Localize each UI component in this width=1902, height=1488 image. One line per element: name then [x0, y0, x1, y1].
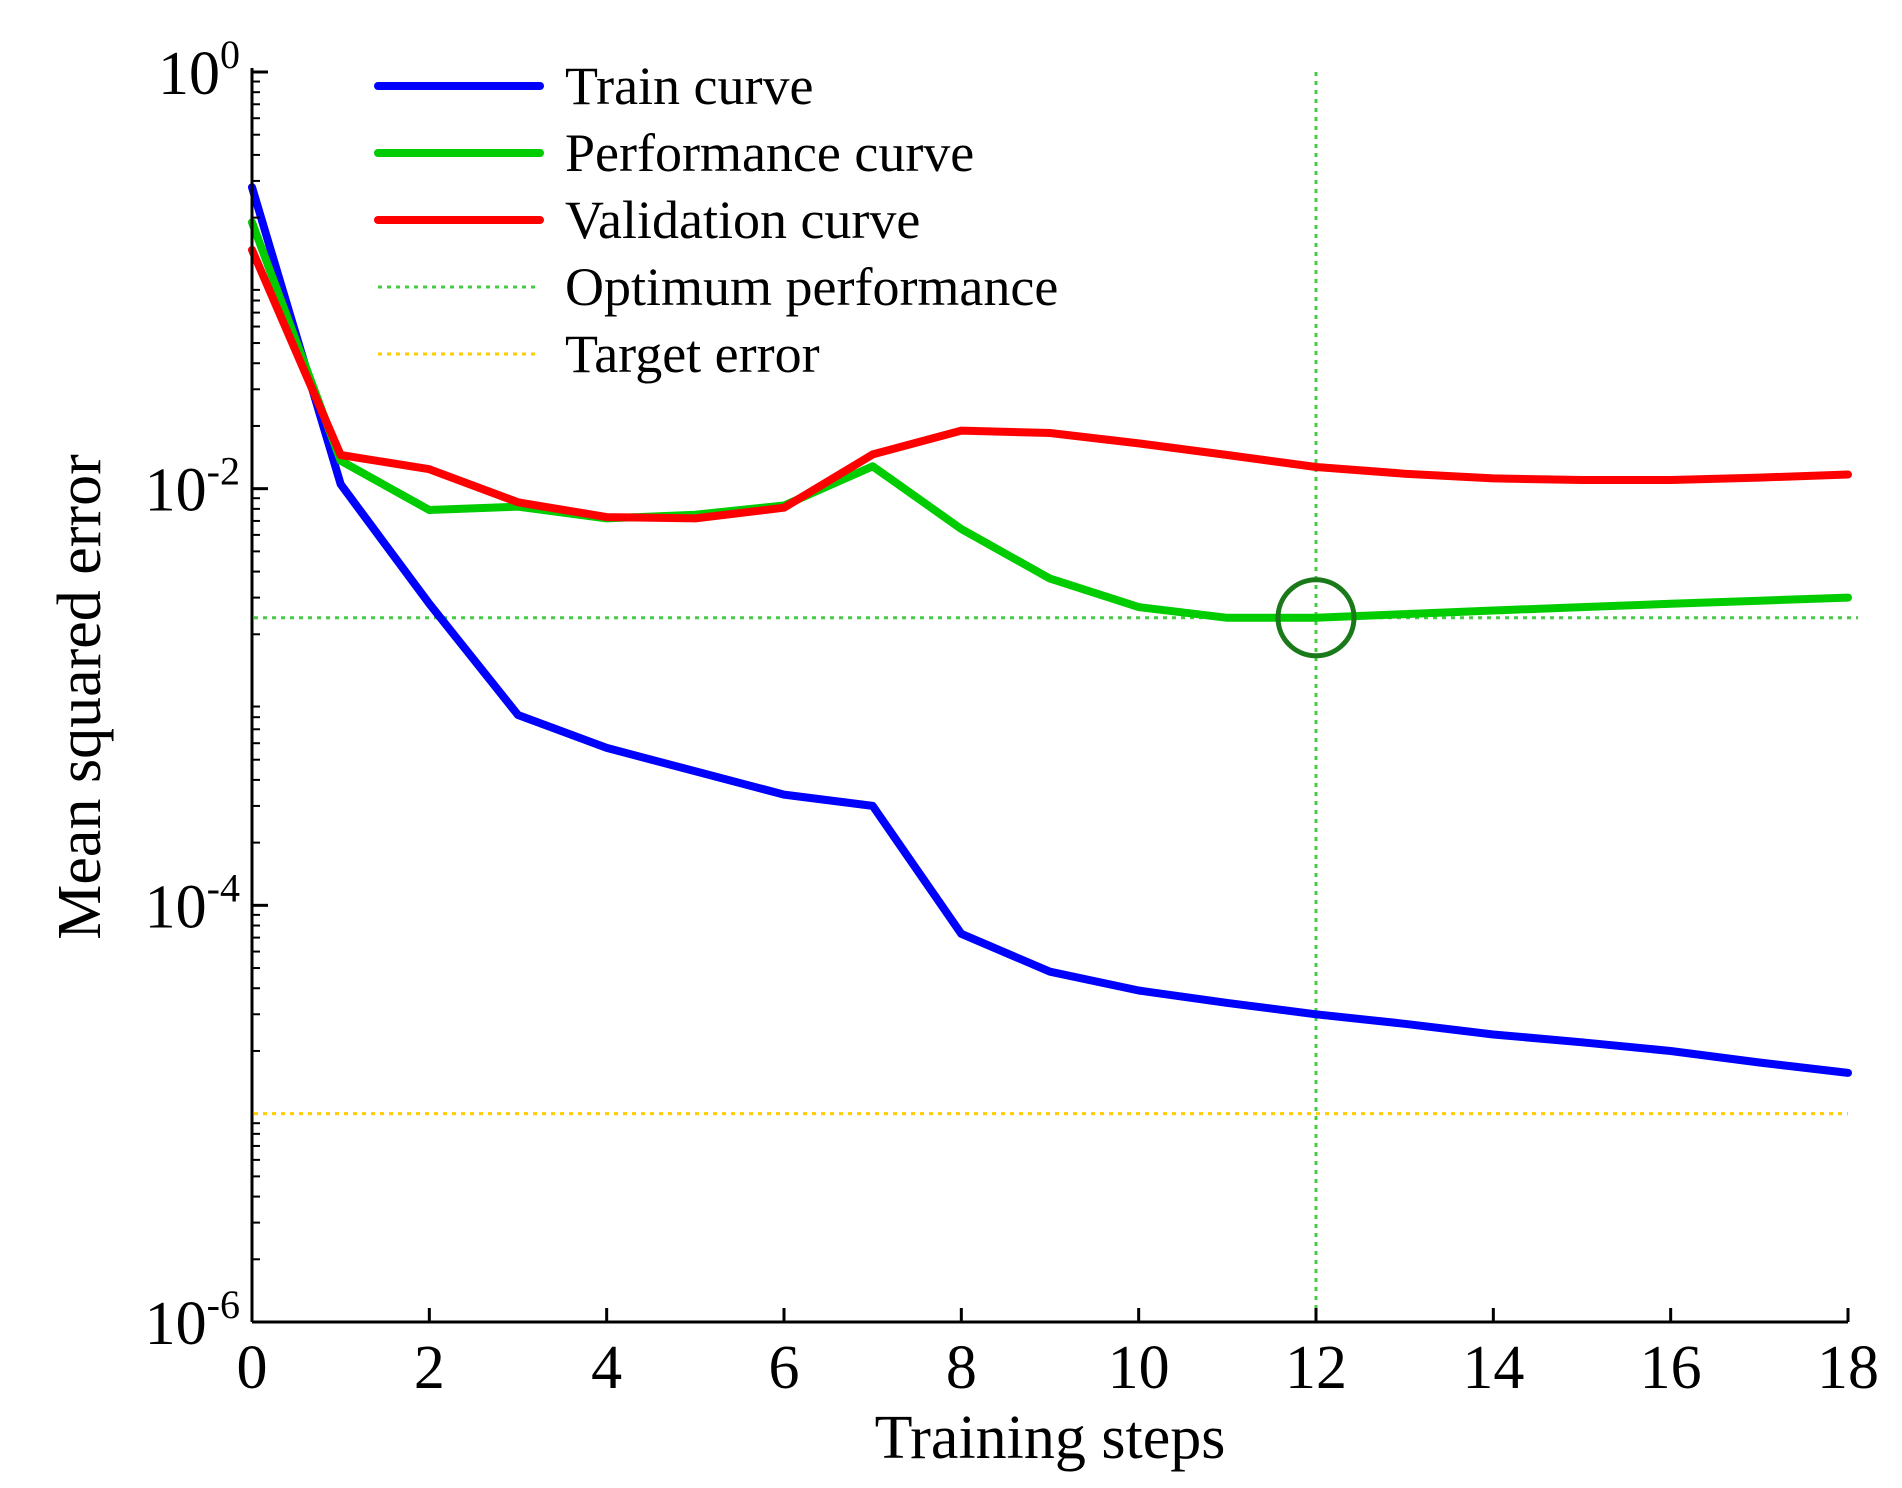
y-tick-label: 10-2 — [145, 449, 240, 525]
x-tick-label: 14 — [1462, 1334, 1524, 1402]
x-tick-label: 6 — [769, 1334, 800, 1402]
x-tick-label: 16 — [1640, 1334, 1702, 1402]
x-tick-label: 4 — [591, 1334, 622, 1402]
x-tick-label: 2 — [414, 1334, 445, 1402]
annotations — [1275, 577, 1357, 659]
y-tick-label: 100 — [158, 32, 240, 108]
x-tick-label: 8 — [946, 1334, 977, 1402]
series-performance-curve — [248, 218, 1852, 622]
x-tick-label: 10 — [1108, 1334, 1170, 1402]
legend-label-performance-curve: Performance curve — [565, 123, 974, 183]
series-train-curve — [248, 183, 1852, 1077]
legend-label-validation-curve: Validation curve — [565, 190, 920, 250]
legend-label-optimum-performance: Optimum performance — [565, 257, 1058, 317]
y-tick-label: 10-6 — [145, 1282, 240, 1358]
reference-lines — [254, 72, 1858, 1322]
y-axis-title: Mean squared error — [46, 454, 114, 940]
series-validation-curve — [248, 245, 1852, 523]
legend-label-target-error: Target error — [565, 324, 820, 384]
legend: Train curve Performance curve Validation c… — [374, 56, 1058, 384]
x-tick-label: 18 — [1817, 1334, 1879, 1402]
series-lines — [248, 183, 1852, 1077]
legend-label-train-curve: Train curve — [565, 56, 813, 116]
x-tick-label: 0 — [237, 1334, 268, 1402]
optimum-circle-marker — [1275, 577, 1357, 659]
y-tick-label: 10-4 — [145, 865, 240, 941]
x-tick-label: 12 — [1285, 1334, 1347, 1402]
axes: 0 2 4 6 8 10 12 14 16 18 100 10-2 10-4 10-6 — [145, 32, 1879, 1402]
x-axis-title: Training steps — [875, 1404, 1226, 1472]
